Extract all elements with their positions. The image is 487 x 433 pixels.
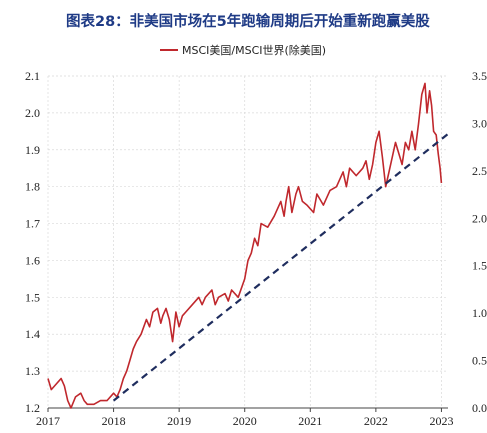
x-tick-label: 2017: [36, 414, 60, 428]
x-tick-label: 2018: [102, 414, 126, 428]
chart-title: 图表28：非美国市场在5年跑输周期后开始重新跑赢美股: [66, 14, 430, 30]
x-tick-label: 2021: [298, 414, 322, 428]
x-ticks: 2017 2018 2019 2020 2021 2022 2023: [36, 408, 453, 428]
series-line-msci-ratio: [47, 82, 443, 409]
y-left-tick-label: 1.2: [25, 401, 40, 415]
y-left-tick-label: 1.7: [25, 217, 40, 231]
y-right-tick-label: 3.0: [472, 116, 487, 130]
y-left-ticks: 1.2 1.3 1.4 1.5 1.6 1.7 1.8 1.9 2.0 2.1: [25, 69, 40, 415]
legend: MSCI美国/MSCI世界(除美国): [160, 43, 326, 57]
y-right-tick-label: 0.0: [472, 401, 487, 415]
legend-label: MSCI美国/MSCI世界(除美国): [182, 43, 326, 57]
x-tick-label: 2022: [364, 414, 388, 428]
y-right-tick-label: 0.5: [472, 354, 487, 368]
trend-line-dashed: [112, 130, 452, 402]
y-left-tick-label: 2.1: [25, 69, 40, 83]
x-tick-label: 2019: [167, 414, 191, 428]
y-right-tick-label: 1.5: [472, 259, 487, 273]
y-left-tick-label: 1.6: [25, 253, 40, 267]
y-left-tick-label: 1.5: [25, 290, 40, 304]
y-right-tick-label: 1.0: [472, 306, 487, 320]
y-left-tick-label: 1.3: [25, 364, 40, 378]
grid: [47, 75, 448, 409]
y-left-tick-label: 1.4: [25, 327, 40, 341]
y-left-tick-label: 2.0: [25, 106, 40, 120]
series-group: [47, 82, 452, 409]
y-right-tick-label: 2.5: [472, 164, 487, 178]
y-left-tick-label: 1.8: [25, 180, 40, 194]
y-right-tick-label: 3.5: [472, 69, 487, 83]
x-tick-label: 2023: [429, 414, 453, 428]
y-left-tick-label: 1.9: [25, 143, 40, 157]
y-right-tick-label: 2.0: [472, 211, 487, 225]
y-right-ticks: 0.0 0.5 1.0 1.5 2.0 2.5 3.0 3.5: [472, 69, 487, 415]
x-tick-label: 2020: [233, 414, 257, 428]
